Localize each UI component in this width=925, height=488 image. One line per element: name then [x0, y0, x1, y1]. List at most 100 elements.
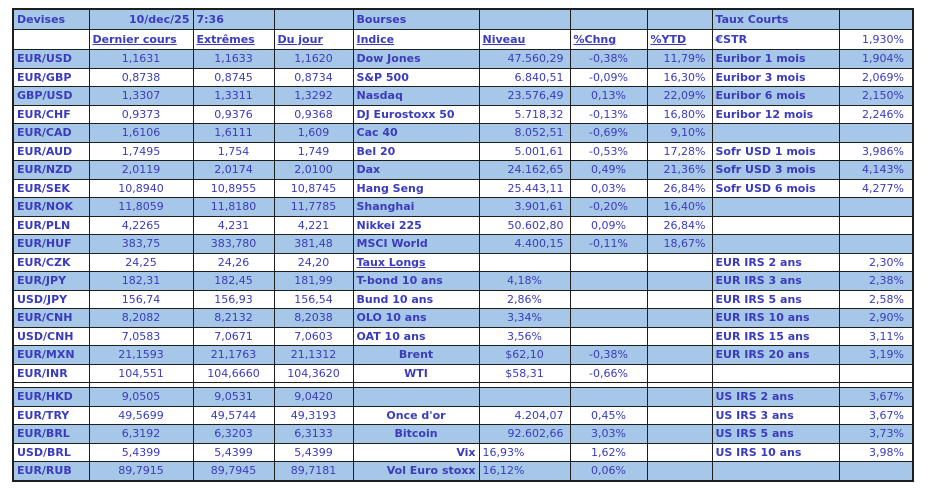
- rate-value-cell[interactable]: 2,150%: [838, 86, 914, 106]
- pair-extremes-cell[interactable]: 1,754: [192, 141, 275, 161]
- index-niveau-cell[interactable]: 24.162,65: [478, 160, 571, 180]
- index-chng-cell[interactable]: -0,13%: [569, 104, 648, 124]
- index-ytd-cell[interactable]: 22,09%: [646, 86, 713, 106]
- pair-dujour-cell[interactable]: 156,54: [273, 289, 354, 309]
- empty-cell[interactable]: [569, 252, 648, 272]
- empty-cell[interactable]: [569, 8, 648, 30]
- pair-label[interactable]: EUR/USD: [12, 49, 90, 69]
- pair-extremes-cell[interactable]: 10,8955: [192, 178, 275, 198]
- rate-value-cell[interactable]: 4,143%: [838, 160, 914, 180]
- pair-dujour-cell[interactable]: 0,8734: [273, 67, 354, 87]
- pair-dernier-cell[interactable]: 8,2082: [88, 308, 194, 328]
- index-ytd-cell[interactable]: 16,80%: [646, 104, 713, 124]
- rate-label[interactable]: Euribor 1 mois: [711, 49, 840, 69]
- index-chng-cell[interactable]: -0,53%: [569, 141, 648, 161]
- index-chng-cell[interactable]: -0,09%: [569, 67, 648, 87]
- pair-label[interactable]: EUR/NZD: [12, 160, 90, 180]
- empty-cell[interactable]: [711, 234, 840, 254]
- empty-cell[interactable]: [838, 8, 914, 30]
- pair-extremes-cell[interactable]: 5,4399: [192, 442, 275, 462]
- empty-cell[interactable]: [711, 363, 840, 383]
- rate-label[interactable]: Sofr USD 6 mois: [711, 178, 840, 198]
- asset-niveau-cell[interactable]: $58,31: [478, 363, 571, 383]
- empty-cell[interactable]: [273, 8, 354, 30]
- index-label[interactable]: Dax: [352, 160, 480, 180]
- rate-label[interactable]: Sofr USD 3 mois: [711, 160, 840, 180]
- bourses-section-title[interactable]: Bourses: [352, 8, 480, 30]
- empty-cell[interactable]: [646, 326, 713, 346]
- rate-label[interactable]: EUR IRS 10 ans: [711, 308, 840, 328]
- empty-cell[interactable]: [478, 8, 571, 30]
- pair-extremes-cell[interactable]: 1,6111: [192, 123, 275, 143]
- rate-value-cell[interactable]: 2,58%: [838, 289, 914, 309]
- empty-cell[interactable]: [711, 215, 840, 235]
- rate-label[interactable]: US IRS 2 ans: [711, 387, 840, 407]
- pair-dernier-cell[interactable]: 9,0505: [88, 387, 194, 407]
- index-ytd-cell[interactable]: 9,10%: [646, 123, 713, 143]
- pair-dernier-cell[interactable]: 4,2265: [88, 215, 194, 235]
- pair-dernier-cell[interactable]: 1,6106: [88, 123, 194, 143]
- empty-cell[interactable]: [838, 461, 914, 481]
- empty-cell[interactable]: [838, 215, 914, 235]
- pair-extremes-cell[interactable]: 49,5744: [192, 405, 275, 425]
- pair-dujour-cell[interactable]: 1,749: [273, 141, 354, 161]
- asset-niveau-cell[interactable]: 16,12%: [478, 461, 571, 481]
- index-niveau-cell[interactable]: 50.602,80: [478, 215, 571, 235]
- empty-cell[interactable]: [646, 387, 713, 407]
- asset-label[interactable]: Vix: [352, 442, 480, 462]
- empty-cell[interactable]: [646, 461, 713, 481]
- pair-label[interactable]: EUR/JPY: [12, 271, 90, 291]
- rate-label[interactable]: Euribor 3 mois: [711, 67, 840, 87]
- empty-cell[interactable]: [646, 289, 713, 309]
- col-header-indice[interactable]: Indice: [352, 29, 480, 50]
- index-label[interactable]: Bel 20: [352, 141, 480, 161]
- bond-label[interactable]: T-bond 10 ans: [352, 271, 480, 291]
- pair-dernier-cell[interactable]: 1,1631: [88, 49, 194, 69]
- pair-dernier-cell[interactable]: 156,74: [88, 289, 194, 309]
- pair-extremes-cell[interactable]: 9,0531: [192, 387, 275, 407]
- bond-label[interactable]: OLO 10 ans: [352, 308, 480, 328]
- pair-extremes-cell[interactable]: 182,45: [192, 271, 275, 291]
- index-label[interactable]: Cac 40: [352, 123, 480, 143]
- pair-label[interactable]: EUR/TRY: [12, 405, 90, 425]
- pair-dujour-cell[interactable]: 7,0603: [273, 326, 354, 346]
- rate-value-cell[interactable]: 2,246%: [838, 104, 914, 124]
- pair-dernier-cell[interactable]: 1,7495: [88, 141, 194, 161]
- rate-value-cell[interactable]: 2,90%: [838, 308, 914, 328]
- col-header-niveau[interactable]: Niveau: [478, 29, 571, 50]
- asset-label[interactable]: Once d'or: [352, 405, 480, 425]
- col-header-dernier-cours[interactable]: Dernier cours: [88, 29, 194, 50]
- index-label[interactable]: MSCI World: [352, 234, 480, 254]
- index-ytd-cell[interactable]: 26,84%: [646, 215, 713, 235]
- pair-dujour-cell[interactable]: 0,9368: [273, 104, 354, 124]
- asset-niveau-cell[interactable]: 92.602,66: [478, 424, 571, 444]
- empty-cell[interactable]: [646, 345, 713, 365]
- empty-cell[interactable]: [569, 326, 648, 346]
- rate-value-cell[interactable]: 3,11%: [838, 326, 914, 346]
- empty-cell[interactable]: [838, 363, 914, 383]
- index-niveau-cell[interactable]: 47.560,29: [478, 49, 571, 69]
- pair-dujour-cell[interactable]: 9,0420: [273, 387, 354, 407]
- pair-label[interactable]: EUR/MXN: [12, 345, 90, 365]
- rate-label[interactable]: EUR IRS 5 ans: [711, 289, 840, 309]
- pair-dujour-cell[interactable]: 10,8745: [273, 178, 354, 198]
- rate-value-cell[interactable]: 3,67%: [838, 387, 914, 407]
- empty-cell[interactable]: [12, 29, 90, 50]
- asset-niveau-cell[interactable]: 16,93%: [478, 442, 571, 462]
- pair-label[interactable]: EUR/CHF: [12, 104, 90, 124]
- pair-dernier-cell[interactable]: 383,75: [88, 234, 194, 254]
- asset-chng-cell[interactable]: -0,66%: [569, 363, 648, 383]
- index-chng-cell[interactable]: 0,49%: [569, 160, 648, 180]
- pair-extremes-cell[interactable]: 104,6660: [192, 363, 275, 383]
- pair-dernier-cell[interactable]: 6,3192: [88, 424, 194, 444]
- index-label[interactable]: Hang Seng: [352, 178, 480, 198]
- pair-label[interactable]: USD/CNH: [12, 326, 90, 346]
- empty-cell[interactable]: [711, 123, 840, 143]
- pair-dernier-cell[interactable]: 11,8059: [88, 197, 194, 217]
- index-label[interactable]: DJ Eurostoxx 50: [352, 104, 480, 124]
- rate-label[interactable]: EUR IRS 3 ans: [711, 271, 840, 291]
- asset-chng-cell[interactable]: 3,03%: [569, 424, 648, 444]
- pair-extremes-cell[interactable]: 21,1763: [192, 345, 275, 365]
- empty-cell[interactable]: [646, 8, 713, 30]
- pair-dujour-cell[interactable]: 21,1312: [273, 345, 354, 365]
